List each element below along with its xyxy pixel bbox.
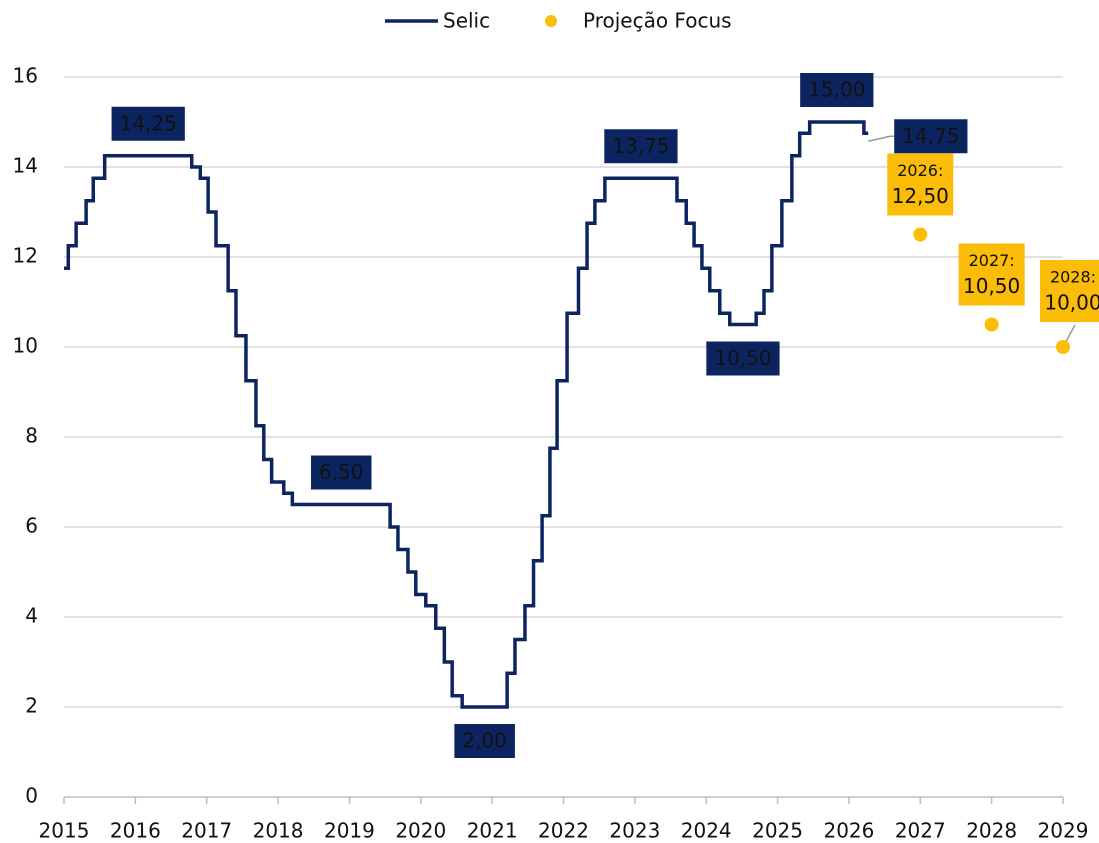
projection-label-year: 2027:: [969, 251, 1015, 270]
projection-label-box: [958, 243, 1025, 306]
x-tick-label: 2016: [110, 819, 161, 843]
legend-label: Projeção Focus: [583, 9, 732, 33]
projection-point: [913, 227, 928, 242]
x-tick-label: 2022: [538, 819, 589, 843]
x-tick-label: 2027: [895, 819, 946, 843]
data-label-box: [604, 129, 678, 164]
projection-label-year: 2028:: [1050, 268, 1096, 287]
data-label-box: [800, 73, 874, 107]
x-tick-label: 2028: [966, 819, 1017, 843]
data-label-box: [310, 455, 372, 490]
x-tick-label: 2025: [752, 819, 803, 843]
projection-label-box: [887, 153, 954, 216]
x-tick-label: 2019: [324, 819, 375, 843]
x-tick-label: 2026: [823, 819, 874, 843]
data-label-box: [111, 106, 185, 141]
projection-label-year: 2026:: [897, 161, 943, 180]
y-tick-label: 6: [25, 514, 38, 538]
x-tick-label: 2029: [1038, 819, 1089, 843]
y-tick-label: 0: [25, 784, 38, 808]
projection-label-value: 12,50: [892, 184, 949, 208]
data-label: 13,75: [612, 134, 669, 158]
x-tick-label: 2018: [253, 819, 304, 843]
projection-label-value: 10,00: [1044, 291, 1099, 315]
projection-label-box: [1040, 260, 1099, 322]
y-tick-label: 2: [25, 694, 38, 718]
y-tick-label: 8: [25, 424, 38, 448]
y-tick-label: 10: [13, 334, 38, 358]
x-tick-label: 2024: [681, 819, 732, 843]
data-label: 14,25: [120, 111, 177, 135]
legend-label: Selic: [443, 9, 490, 33]
x-tick-label: 2017: [181, 819, 232, 843]
y-tick-label: 14: [13, 154, 38, 178]
x-tick-label: 2020: [395, 819, 446, 843]
y-tick-label: 12: [13, 244, 38, 268]
leader-line: [868, 135, 895, 142]
data-label: 15,00: [808, 78, 865, 102]
projection-point: [984, 317, 999, 332]
data-label: 2,00: [462, 729, 507, 753]
projection-point: [1056, 340, 1070, 354]
y-tick-label: 4: [25, 604, 38, 628]
legend-dot: [545, 15, 557, 27]
data-label: 14,75: [902, 124, 959, 148]
data-label-box: [894, 119, 968, 154]
data-label-box: [454, 724, 515, 758]
data-label-box: [706, 341, 780, 376]
y-tick-label: 16: [13, 64, 38, 88]
x-tick-label: 2023: [609, 819, 660, 843]
data-label: 10,50: [714, 346, 771, 370]
x-tick-label: 2021: [467, 819, 518, 843]
selic-line: [64, 120, 869, 709]
data-label: 6,50: [319, 460, 364, 484]
x-tick-label: 2015: [39, 819, 90, 843]
projection-label-value: 10,50: [963, 274, 1020, 298]
